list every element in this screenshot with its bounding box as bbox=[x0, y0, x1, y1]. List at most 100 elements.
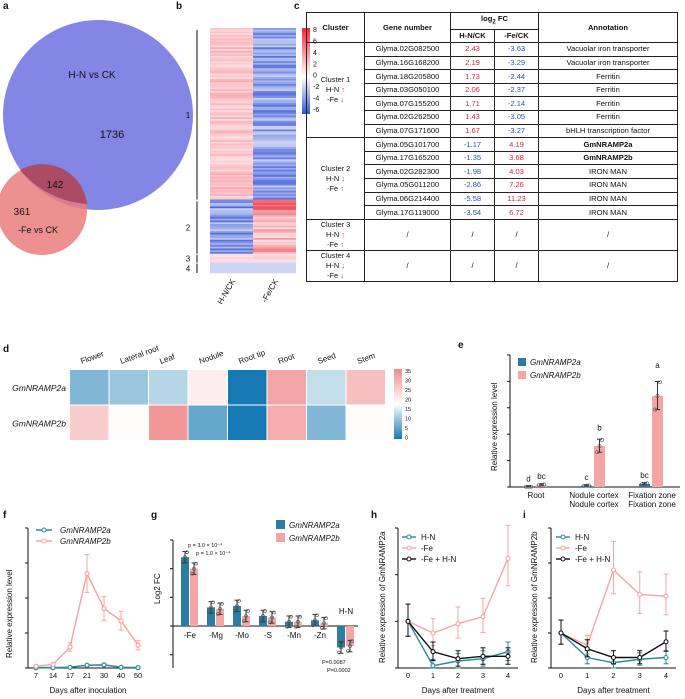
tissue-label: Flower bbox=[79, 349, 105, 366]
heat-b-cell bbox=[253, 271, 296, 274]
heat-b-cell bbox=[210, 98, 253, 101]
annotation-cell: IRON MAN bbox=[538, 205, 678, 220]
g-point bbox=[242, 619, 246, 623]
g-bar bbox=[190, 568, 198, 626]
e-point bbox=[595, 450, 599, 455]
f-point bbox=[135, 642, 141, 648]
heat-b-cell bbox=[210, 262, 253, 265]
heat-d-cell bbox=[307, 405, 346, 440]
fe-value: 6.72 bbox=[494, 205, 539, 220]
heat-b-cell bbox=[253, 36, 296, 39]
annotation-cell: Ferritin bbox=[538, 69, 678, 84]
heat-b-cell bbox=[253, 239, 296, 242]
gene-cell: Glyma.05G011200 bbox=[364, 178, 451, 193]
heat-b-cell bbox=[210, 50, 253, 53]
heat-b-cell bbox=[210, 45, 253, 48]
heat-b-cell bbox=[210, 264, 253, 267]
heat-b-cell bbox=[210, 63, 253, 66]
gene-cell: Glyma.05G101700 bbox=[364, 137, 451, 152]
f-point bbox=[84, 662, 90, 668]
heat-b-cell bbox=[253, 211, 296, 214]
heat-b-cell bbox=[253, 238, 296, 241]
cluster-cell: Cluster 4 H-N ↓ -Fe ↓ bbox=[306, 249, 365, 282]
heat-b-cell bbox=[253, 85, 296, 88]
heat-b-cell bbox=[253, 246, 296, 249]
f-point bbox=[67, 644, 73, 650]
g-annotation: P=0.0002 bbox=[327, 668, 351, 674]
heat-b-cell bbox=[210, 259, 253, 262]
legend-label: -Fe bbox=[421, 544, 434, 553]
f-legend-marker bbox=[41, 527, 47, 533]
g-point bbox=[185, 550, 189, 554]
heat-b-cell bbox=[253, 157, 296, 160]
heat-b-cell bbox=[253, 87, 296, 90]
heat-b-cell bbox=[253, 155, 296, 158]
heat-b-cell bbox=[210, 47, 253, 50]
heat-b-cell bbox=[253, 113, 296, 116]
heat-b-cell bbox=[253, 229, 296, 232]
heat-d-cell bbox=[307, 370, 346, 405]
cluster-cell: Cluster 1 H-N ↑ -Fe ↓ bbox=[306, 42, 365, 139]
f-xtick: 40 bbox=[117, 671, 125, 680]
heat-b-cell bbox=[210, 157, 253, 160]
annotation-cell: GmNRAMP2b bbox=[538, 150, 678, 166]
heat-b-cell bbox=[253, 197, 296, 200]
heat-b-cell bbox=[210, 36, 253, 39]
g-point bbox=[183, 555, 187, 560]
heat-b-cell bbox=[253, 267, 296, 270]
heat-b-cell bbox=[253, 252, 296, 255]
table-row: Glyma.02G282300 -1.98 4.03 IRON MAN bbox=[307, 164, 678, 180]
venn-label-hn: H-N vs CK bbox=[68, 70, 116, 81]
hn-value: 2.43 bbox=[450, 42, 495, 57]
heat-b-cell bbox=[253, 127, 296, 130]
e-point bbox=[584, 483, 589, 488]
legend-label: -Fe + H-N bbox=[421, 555, 457, 564]
f-ylabel: Relative expression level bbox=[5, 569, 14, 658]
heat-b-cell bbox=[210, 117, 253, 120]
e-sig-letter: d bbox=[526, 475, 530, 484]
heat-b-cell bbox=[210, 255, 253, 258]
g-point bbox=[350, 639, 354, 643]
e-xlabel: Root bbox=[528, 491, 546, 500]
th-hn: H-N/CK bbox=[450, 28, 495, 44]
g-xlabel: -S bbox=[264, 631, 272, 640]
legend-marker bbox=[406, 534, 412, 540]
empty-cell: / bbox=[364, 249, 451, 282]
g-point bbox=[211, 600, 215, 605]
panel-label-f: f bbox=[3, 510, 7, 521]
heat-b-cell bbox=[210, 38, 253, 41]
heat-b-cell bbox=[210, 33, 253, 36]
empty-cell: / bbox=[538, 249, 678, 282]
table-row: Cluster 1 H-N ↑ -Fe ↓ Glyma.02G082500 2.43 -3… bbox=[306, 42, 678, 139]
heat-b-cell bbox=[253, 152, 296, 155]
ylabel: Relative expression of GmNRAMP2a bbox=[378, 531, 387, 663]
heat-b-cell bbox=[253, 106, 296, 109]
heat-b-cell bbox=[210, 31, 253, 34]
heat-d-cell bbox=[70, 370, 109, 405]
g-point bbox=[220, 601, 224, 606]
heat-b-cell bbox=[210, 75, 253, 78]
heat-b-cell bbox=[253, 126, 296, 129]
heat-b-cell bbox=[210, 127, 253, 130]
heat-b-cell bbox=[210, 40, 253, 43]
g-bar bbox=[181, 557, 189, 626]
table-row: Glyma.03G050100 2.06 -2.37 Ferritin bbox=[307, 82, 678, 98]
g-point bbox=[341, 640, 345, 645]
g-annotation: p = 3.0 × 10⁻⁴ bbox=[188, 542, 223, 549]
g-point bbox=[261, 614, 265, 618]
heat-b-cell bbox=[253, 218, 296, 221]
legend-marker bbox=[560, 545, 566, 551]
g-point bbox=[320, 626, 324, 630]
heat-b-cell bbox=[253, 33, 296, 36]
heat-b-cell bbox=[210, 155, 253, 158]
g-xlabel: H-N bbox=[339, 607, 353, 616]
heat-b-cell bbox=[253, 140, 296, 143]
heat-b-cell bbox=[210, 82, 253, 85]
heat-b-cell bbox=[210, 245, 253, 248]
e-point bbox=[645, 481, 649, 486]
heat-b-cell bbox=[253, 269, 296, 272]
heat-b-cell bbox=[253, 208, 296, 211]
heat-b-cell bbox=[210, 266, 253, 269]
gene-cell: Glyma.17G119000 bbox=[364, 205, 451, 220]
